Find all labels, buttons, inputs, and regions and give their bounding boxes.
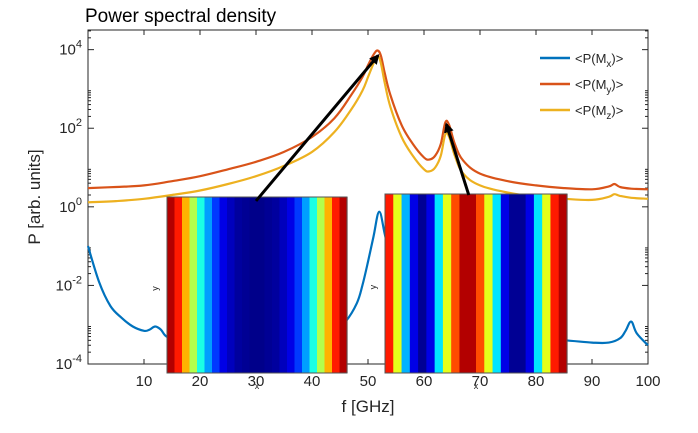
inset-column (332, 197, 341, 373)
y-tick-label: 100 (59, 196, 82, 216)
inset-column (279, 197, 288, 373)
x-tick-label: 80 (528, 373, 545, 390)
inset-column (257, 197, 266, 373)
y-tick-base: 10 (56, 356, 73, 373)
y-tick-base: 10 (59, 199, 76, 216)
inset-column (272, 197, 281, 373)
inset-column (558, 194, 568, 373)
inset-column (509, 194, 518, 373)
series-line-my (87, 49, 649, 191)
y-tick-exponent: 4 (76, 39, 82, 51)
legend-entry: <P(Mz)> (575, 103, 623, 122)
legend-text: )> (611, 103, 623, 118)
inset-column (242, 197, 251, 373)
inset-y-label: y (150, 286, 160, 291)
x-tick-label: 10 (136, 373, 153, 390)
inset-column (197, 197, 206, 373)
legend-subscript: x (606, 59, 611, 70)
inset-x-label: x (255, 381, 260, 391)
legend-text: <P(M (575, 103, 606, 118)
x-axis-label: f [GHz] (342, 397, 395, 416)
y-tick-exponent: -2 (72, 274, 82, 286)
inset-column (317, 197, 326, 373)
inset-column (309, 197, 318, 373)
mode-map-right: yx (368, 193, 568, 391)
inset-column (418, 194, 427, 373)
inset-x-label: x (474, 381, 479, 391)
inset-column (550, 194, 560, 373)
inset-column (409, 194, 419, 373)
inset-column (442, 194, 452, 373)
inset-column (189, 197, 198, 373)
inset-column (294, 197, 303, 373)
y-tick-label: 102 (59, 117, 82, 137)
x-tick-label: 40 (304, 373, 321, 390)
inset-frame (166, 196, 348, 374)
inset-column (500, 194, 510, 373)
y-tick-base: 10 (59, 42, 76, 59)
legend-entry: <P(My)> (575, 77, 623, 96)
inset-column (182, 197, 191, 373)
inset-column (219, 197, 228, 373)
x-tick-label: 20 (192, 373, 209, 390)
inset-column (204, 197, 213, 373)
inset-y-label: y (368, 284, 378, 289)
annotation-arrow (254, 54, 380, 202)
y-tick-exponent: 0 (76, 196, 82, 208)
inset-column (212, 197, 221, 373)
legend-text: )> (611, 51, 623, 66)
y-tick-label: 104 (59, 39, 82, 59)
x-tick-label: 100 (635, 373, 660, 390)
inset-column (264, 197, 273, 373)
inset-column (249, 197, 258, 373)
legend-subscript: z (606, 111, 611, 122)
inset-column (525, 194, 535, 373)
y-tick-exponent: 2 (76, 117, 82, 129)
inset-column (434, 194, 444, 373)
annotation-arrow (444, 122, 471, 196)
inset-column (467, 194, 477, 373)
inset-column (174, 197, 183, 373)
inset-frame (384, 193, 568, 374)
inset-column (484, 194, 494, 373)
y-tick-label: 10-2 (56, 274, 82, 294)
y-tick-label: 10-4 (56, 353, 82, 373)
legend-text: <P(M (575, 51, 606, 66)
inset-column (492, 194, 502, 373)
y-tick-exponent: -4 (72, 353, 82, 365)
inset-column (324, 197, 333, 373)
x-tick-label: 70 (472, 373, 489, 390)
x-tick-label: 30 (248, 373, 265, 390)
legend-subscript: y (606, 85, 611, 96)
legend-text: )> (611, 77, 623, 92)
x-tick-label: 50 (360, 373, 377, 390)
chart-title: Power spectral density (85, 6, 277, 27)
inset-column (451, 194, 461, 373)
inset-column (339, 197, 348, 373)
legend-entry: <P(Mx)> (575, 51, 623, 70)
inset-column (542, 194, 552, 373)
x-tick-label: 60 (416, 373, 433, 390)
y-tick-base: 10 (59, 120, 76, 137)
inset-column (533, 194, 543, 373)
inset-column (234, 197, 243, 373)
inset-column (227, 197, 236, 373)
inset-column (426, 194, 436, 373)
mode-map-left: yx (150, 196, 348, 391)
inset-column (476, 194, 485, 373)
inset-column (302, 197, 311, 373)
inset-column (167, 197, 176, 373)
inset-column (517, 194, 527, 373)
inset-column (287, 197, 296, 373)
legend-text: <P(M (575, 77, 606, 92)
x-tick-label: 90 (584, 373, 601, 390)
inset-column (459, 194, 469, 373)
y-tick-base: 10 (56, 277, 73, 294)
inset-column (393, 194, 403, 373)
inset-column (401, 194, 411, 373)
inset-column (385, 194, 394, 373)
y-axis-label: P [arb. units] (25, 149, 44, 244)
